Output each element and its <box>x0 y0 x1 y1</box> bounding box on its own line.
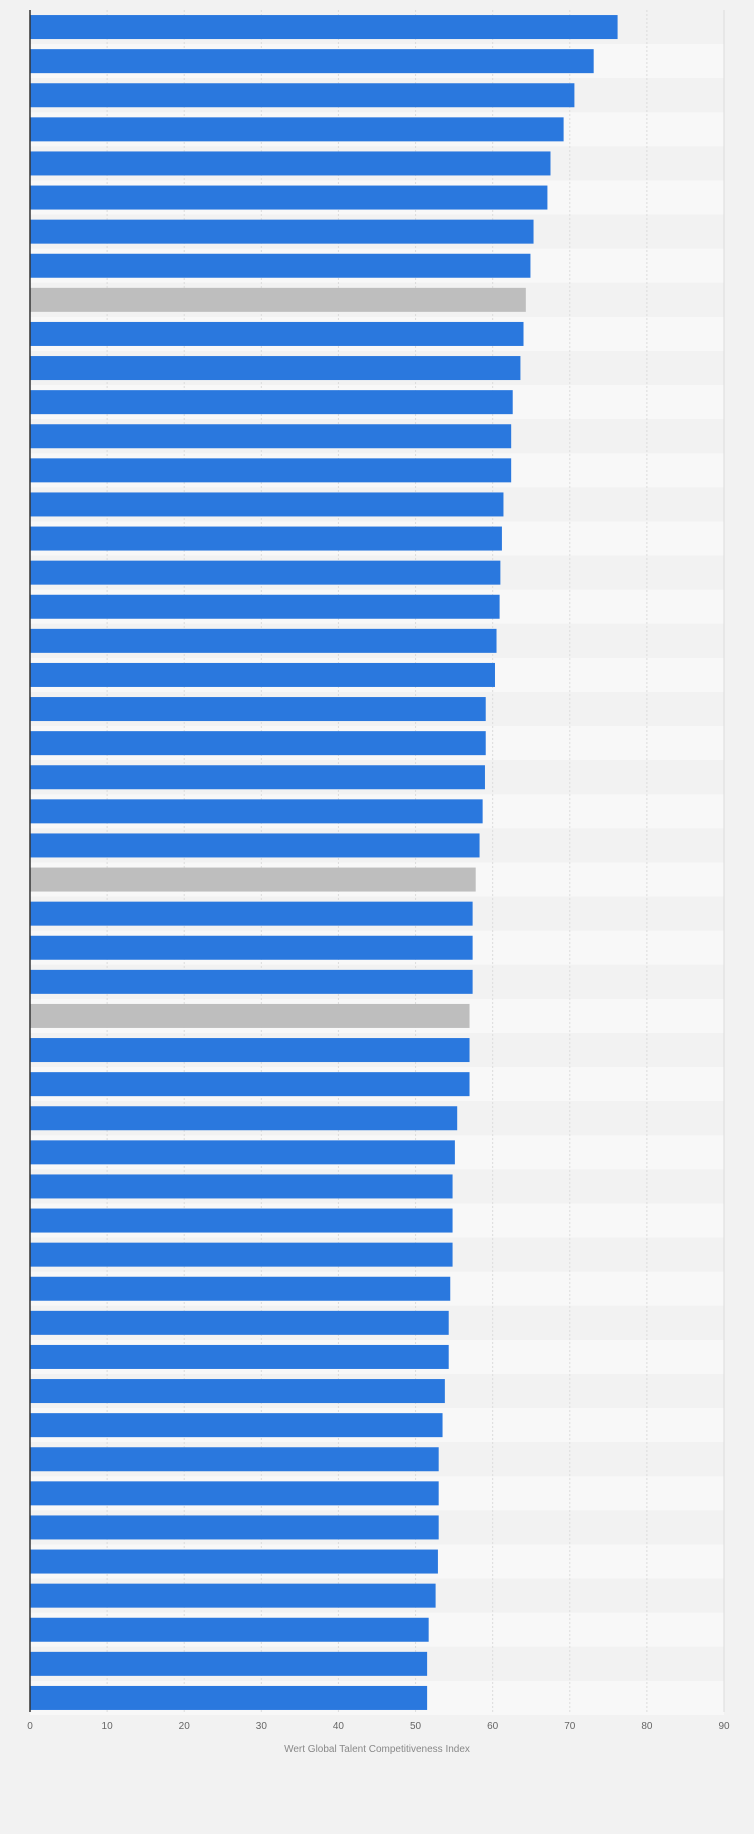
x-tick-label: 60 <box>487 1721 499 1732</box>
bar <box>30 1276 451 1301</box>
bar <box>30 1685 428 1710</box>
x-tick-label: 0 <box>27 1721 33 1732</box>
bar <box>30 1310 449 1335</box>
x-tick-label: 90 <box>718 1721 730 1732</box>
bar <box>30 731 486 756</box>
x-tick-label: 20 <box>179 1721 191 1732</box>
bar <box>30 253 531 278</box>
bar <box>30 390 513 415</box>
bar <box>30 1208 453 1233</box>
bar <box>30 1617 429 1642</box>
bar <box>30 321 524 346</box>
bar <box>30 560 501 585</box>
bar-highlighted <box>30 867 476 892</box>
bar <box>30 424 512 449</box>
x-tick-label: 50 <box>410 1721 422 1732</box>
bar <box>30 1447 439 1472</box>
bars <box>30 15 618 1710</box>
x-tick-label: 80 <box>641 1721 653 1732</box>
bar <box>30 799 483 824</box>
bar <box>30 49 594 74</box>
bar <box>30 151 551 176</box>
bar-highlighted <box>30 1003 470 1028</box>
bar <box>30 1651 428 1676</box>
bar <box>30 1583 436 1608</box>
bar <box>30 356 521 381</box>
bar <box>30 697 486 722</box>
x-axis-title: Wert Global Talent Competitiveness Index <box>284 1744 470 1755</box>
bar <box>30 1072 470 1097</box>
bar <box>30 594 500 619</box>
x-tick-label: 40 <box>333 1721 345 1732</box>
bar <box>30 969 473 994</box>
bar-highlighted <box>30 287 526 312</box>
bar <box>30 15 618 40</box>
bar <box>30 765 485 790</box>
bar <box>30 901 473 926</box>
bar <box>30 185 548 210</box>
bar <box>30 1481 439 1506</box>
gridlines <box>106 10 725 1712</box>
x-tick-label: 10 <box>102 1721 114 1732</box>
bar <box>30 526 502 551</box>
bar <box>30 1174 453 1199</box>
bar <box>30 662 495 687</box>
bar <box>30 1344 449 1369</box>
bar <box>30 219 534 244</box>
bar <box>30 117 564 142</box>
bar <box>30 1413 443 1438</box>
bar <box>30 833 480 858</box>
bar <box>30 1038 470 1063</box>
bar <box>30 492 504 517</box>
x-tick-label: 30 <box>256 1721 268 1732</box>
bar <box>30 1379 445 1404</box>
bar <box>30 1515 439 1540</box>
bar <box>30 83 575 108</box>
bar <box>30 628 497 653</box>
bar <box>30 1549 438 1574</box>
bar <box>30 1106 458 1131</box>
x-axis-ticks: 0 10 20 30 40 50 60 70 80 90 <box>27 1721 730 1732</box>
bar <box>30 1140 455 1165</box>
x-tick-label: 70 <box>564 1721 576 1732</box>
bar <box>30 458 512 483</box>
bar <box>30 1242 453 1267</box>
bar <box>30 935 473 960</box>
